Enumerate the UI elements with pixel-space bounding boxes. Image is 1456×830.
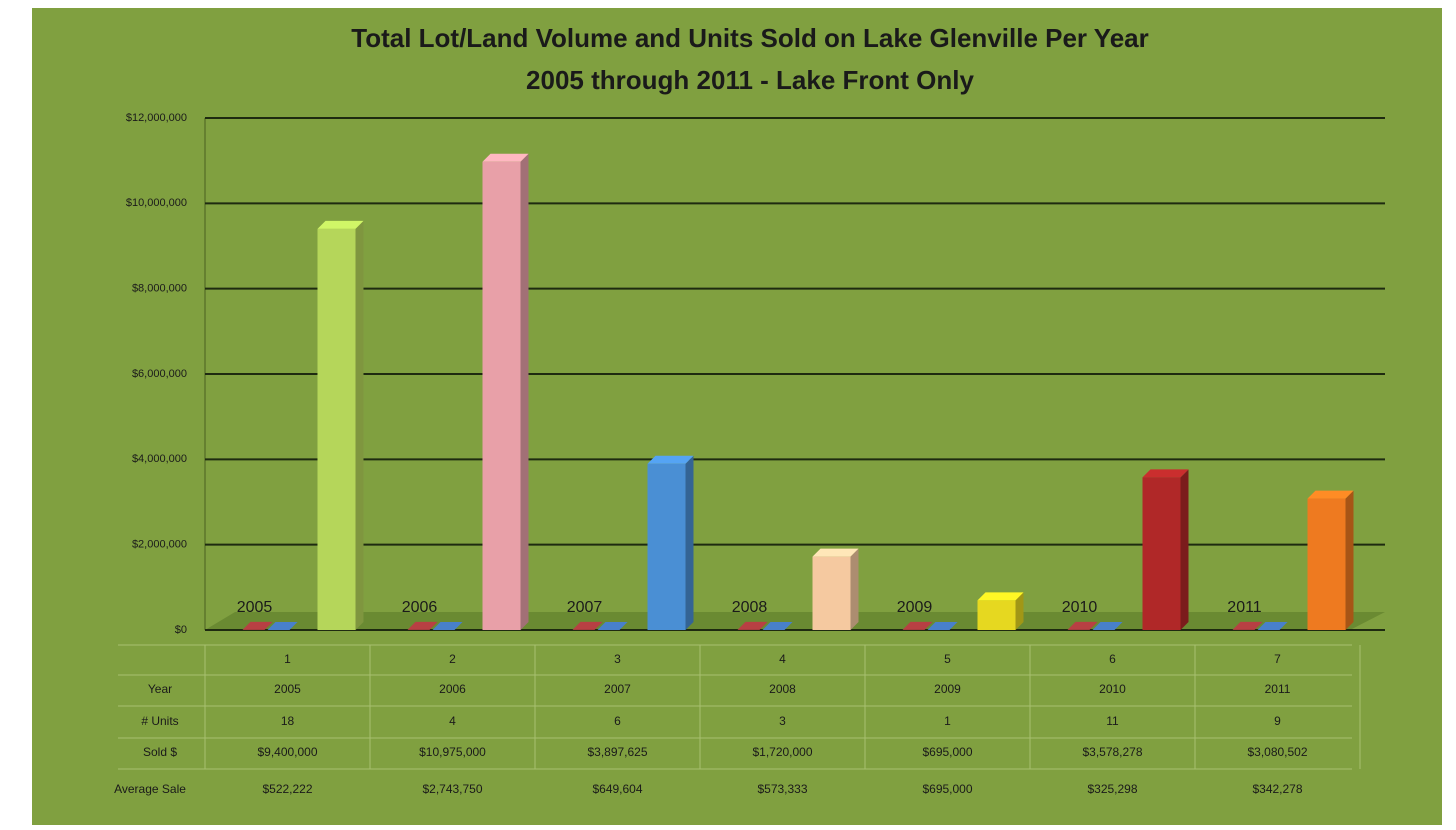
- y-tick-label: $6,000,000: [132, 368, 187, 380]
- bar-side: [1181, 469, 1189, 630]
- table-cell: 2009: [934, 682, 961, 696]
- x-tick-label: 7: [1274, 652, 1281, 666]
- data-label: 2006: [402, 599, 438, 616]
- table-cell: $573,333: [757, 782, 807, 796]
- table-cell: $649,604: [592, 782, 642, 796]
- table-cell: 2008: [769, 682, 796, 696]
- table-cell: 11: [1106, 714, 1119, 728]
- table-cell: $3,080,502: [1247, 745, 1307, 759]
- table-cell: $3,578,278: [1082, 745, 1142, 759]
- bar-top: [483, 154, 529, 162]
- x-tick-label: 1: [284, 652, 291, 666]
- data-label: 2005: [237, 599, 273, 616]
- data-label: 2010: [1062, 599, 1098, 616]
- x-tick-label: 3: [614, 652, 621, 666]
- data-label: 2008: [732, 599, 768, 616]
- table-cell: $1,720,000: [752, 745, 812, 759]
- table-cell: $3,897,625: [587, 745, 647, 759]
- table-cell: 2010: [1099, 682, 1126, 696]
- x-tick-label: 4: [779, 652, 786, 666]
- bar-side: [686, 456, 694, 630]
- bar-side: [851, 549, 859, 630]
- bar: [1143, 477, 1181, 630]
- bar-top: [318, 221, 364, 229]
- bar: [813, 557, 851, 630]
- table-cell: 2005: [274, 682, 301, 696]
- bar-top: [1308, 491, 1354, 499]
- bar-side: [521, 154, 529, 630]
- y-tick-label: $8,000,000: [132, 283, 187, 295]
- data-label: 2011: [1227, 599, 1262, 616]
- bar-top: [648, 456, 694, 464]
- x-tick-label: 2: [449, 652, 456, 666]
- table-cell: $9,400,000: [257, 745, 317, 759]
- floor: [205, 612, 1385, 630]
- chart-background: [32, 8, 1442, 825]
- table-cell: $695,000: [922, 745, 972, 759]
- y-tick-label: $4,000,000: [132, 453, 187, 465]
- bar-top: [1143, 469, 1189, 477]
- table-cell: 2011: [1265, 682, 1291, 696]
- bar-top: [813, 549, 859, 557]
- bar: [978, 600, 1016, 630]
- bar-side: [356, 221, 364, 630]
- table-cell: $10,975,000: [419, 745, 486, 759]
- y-tick-label: $12,000,000: [126, 112, 187, 124]
- table-cell: $522,222: [262, 782, 312, 796]
- y-tick-label: $10,000,000: [126, 197, 187, 209]
- data-label: 2009: [897, 599, 933, 616]
- bar: [318, 229, 356, 630]
- y-tick-label: $2,000,000: [132, 539, 187, 551]
- table-cell: 4: [449, 714, 456, 728]
- table-cell: 2006: [439, 682, 466, 696]
- table-cell: 9: [1274, 714, 1281, 728]
- table-cell: $2,743,750: [422, 782, 482, 796]
- bar: [648, 464, 686, 630]
- row-header: Sold $: [143, 745, 177, 759]
- x-tick-label: 6: [1109, 652, 1116, 666]
- x-tick-label: 5: [944, 652, 951, 666]
- row-header: Year: [148, 682, 172, 696]
- table-cell: $325,298: [1087, 782, 1137, 796]
- table-cell: 2007: [604, 682, 631, 696]
- table-cell: 1: [944, 714, 951, 728]
- table-cell: 18: [281, 714, 295, 728]
- table-cell: 6: [614, 714, 621, 728]
- table-cell: $342,278: [1252, 782, 1302, 796]
- bar: [483, 162, 521, 630]
- table-cell: $695,000: [922, 782, 972, 796]
- chart-title: Total Lot/Land Volume and Units Sold on …: [351, 23, 1149, 53]
- bar: [1308, 499, 1346, 630]
- bar-side: [1346, 491, 1354, 630]
- table-cell: 3: [779, 714, 786, 728]
- chart-subtitle: 2005 through 2011 - Lake Front Only: [526, 65, 974, 95]
- y-tick-label: $0: [175, 624, 187, 636]
- row-header: # Units: [141, 714, 178, 728]
- row-header: Average Sale: [114, 782, 186, 796]
- bar-top: [978, 592, 1024, 600]
- data-label: 2007: [567, 599, 603, 616]
